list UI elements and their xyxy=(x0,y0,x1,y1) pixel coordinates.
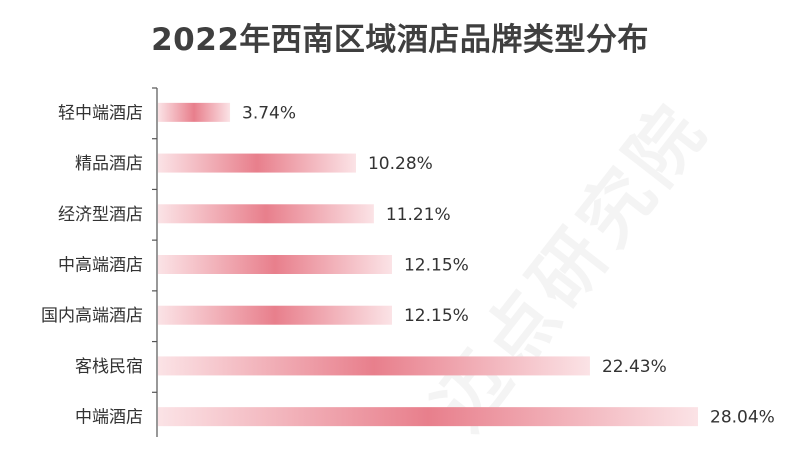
value-label: 12.15% xyxy=(404,256,469,276)
category-label: 中端酒店 xyxy=(75,408,143,428)
bar xyxy=(158,204,374,224)
bar xyxy=(158,153,356,173)
value-label: 22.43% xyxy=(602,357,667,377)
value-label: 3.74% xyxy=(242,103,296,123)
value-label: 11.21% xyxy=(386,205,451,225)
value-label: 10.28% xyxy=(368,154,433,174)
bar xyxy=(158,102,231,122)
category-label: 经济型酒店 xyxy=(58,205,143,225)
bar xyxy=(158,255,392,274)
category-label: 国内高端酒店 xyxy=(41,306,143,326)
bars-layer: 轻中端酒店 3.74% 精品酒店 10.28% 经济型酒店 11.21% 中高端酒店 12.1… xyxy=(41,87,775,428)
category-label: 精品酒店 xyxy=(75,154,143,174)
chart-title: 2022年西南区域酒店品牌类型分布 xyxy=(151,22,649,58)
value-label: 28.04% xyxy=(710,408,775,428)
bar xyxy=(158,407,698,427)
value-label: 12.15% xyxy=(404,306,469,326)
category-label: 客栈民宿 xyxy=(75,357,143,377)
category-label: 中高端酒店 xyxy=(58,256,143,276)
bar xyxy=(158,356,590,376)
category-label: 轻中端酒店 xyxy=(58,103,143,123)
bar xyxy=(158,305,392,325)
